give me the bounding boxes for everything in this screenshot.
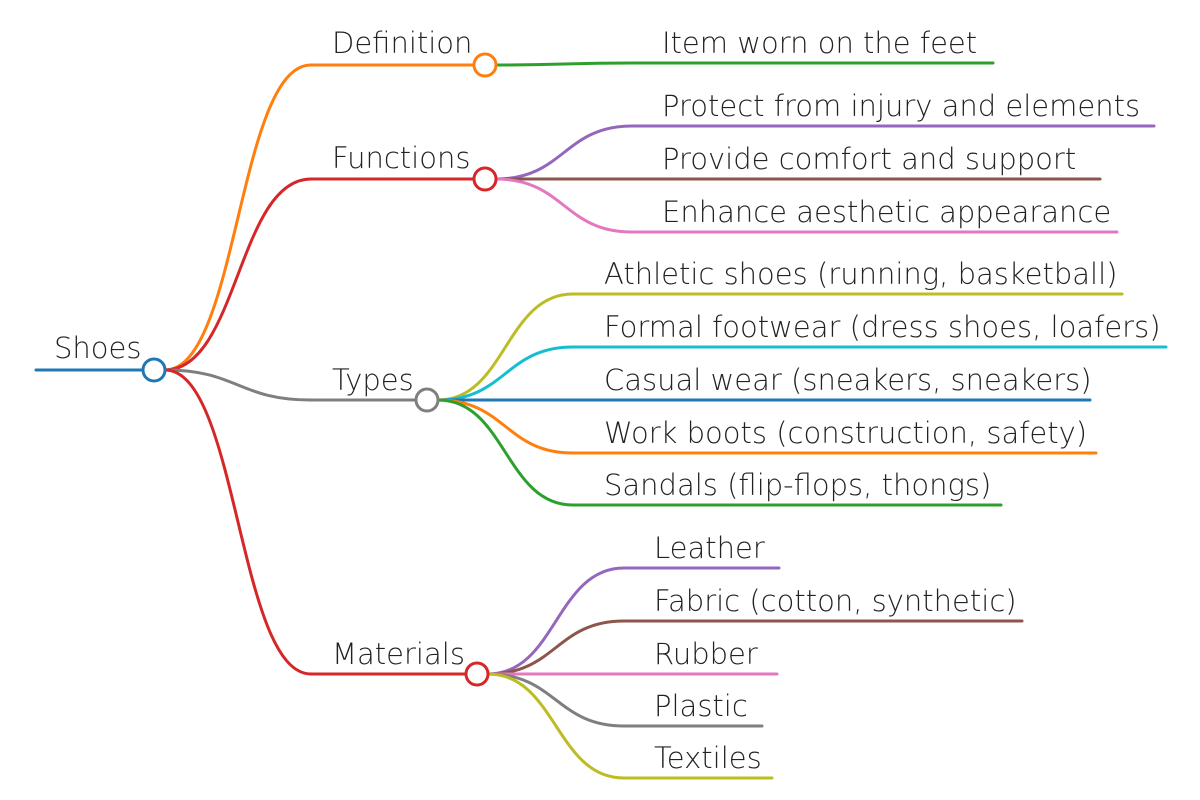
branch-label-materials: Materials bbox=[332, 637, 465, 671]
branch-node-types[interactable] bbox=[414, 387, 440, 413]
leaf-label-types-2: Casual wear (sneakers, sneakers) bbox=[604, 363, 1092, 397]
labels-layer: Shoes Definition Item worn on the feet Func… bbox=[54, 26, 1161, 775]
leaf-label-definition-0: Item worn on the feet bbox=[662, 26, 977, 60]
edge-functions-child-2 bbox=[494, 177, 634, 234]
edges-layer bbox=[163, 61, 634, 780]
leaf-label-functions-2: Enhance aesthetic appearance bbox=[662, 195, 1111, 229]
root-node[interactable] bbox=[141, 357, 167, 383]
leaf-label-materials-0: Leather bbox=[654, 531, 765, 565]
branch-label-definition: Definition bbox=[332, 26, 472, 60]
leaf-label-materials-4: Textiles bbox=[654, 741, 762, 775]
leaf-label-functions-0: Protect from injury and elements bbox=[662, 89, 1140, 123]
branch-node-definition[interactable] bbox=[472, 52, 498, 78]
leaf-label-types-4: Sandals (flip-flops, thongs) bbox=[604, 468, 991, 502]
underlines-layer bbox=[34, 61, 1168, 780]
edge-materials-child-1 bbox=[486, 619, 626, 676]
branch-label-functions: Functions bbox=[332, 141, 470, 175]
edge-materials-child-3 bbox=[486, 672, 626, 728]
root-label: Shoes bbox=[54, 331, 141, 365]
leaf-label-types-3: Work boots (construction, safety) bbox=[604, 416, 1087, 450]
nodes-layer bbox=[141, 52, 498, 687]
edge-types-child-4 bbox=[436, 398, 575, 507]
edge-root-to-materials bbox=[163, 368, 313, 676]
edge-materials-child-4 bbox=[486, 672, 626, 780]
edge-materials-child-0 bbox=[486, 566, 626, 676]
edge-root-to-functions bbox=[163, 177, 313, 372]
branch-node-functions[interactable] bbox=[472, 166, 498, 192]
edge-types-child-0 bbox=[436, 292, 575, 402]
leaf-label-types-1: Formal footwear (dress shoes, loafers) bbox=[604, 310, 1161, 344]
edge-root-to-types bbox=[163, 368, 313, 402]
edge-types-child-1 bbox=[436, 345, 575, 402]
leaf-label-functions-1: Provide comfort and support bbox=[662, 142, 1076, 176]
edge-types-child-3 bbox=[436, 398, 575, 455]
leaf-label-materials-2: Rubber bbox=[654, 637, 758, 671]
leaf-label-materials-1: Fabric (cotton, synthetic) bbox=[654, 584, 1017, 618]
edge-definition-child-0 bbox=[494, 61, 634, 67]
leaf-label-types-0: Athletic shoes (running, basketball) bbox=[604, 257, 1118, 291]
branch-label-types: Types bbox=[332, 363, 414, 397]
leaf-label-materials-3: Plastic bbox=[654, 689, 748, 723]
edge-functions-child-0 bbox=[494, 124, 634, 181]
branch-node-materials[interactable] bbox=[464, 661, 490, 687]
edge-root-to-definition bbox=[163, 63, 313, 372]
